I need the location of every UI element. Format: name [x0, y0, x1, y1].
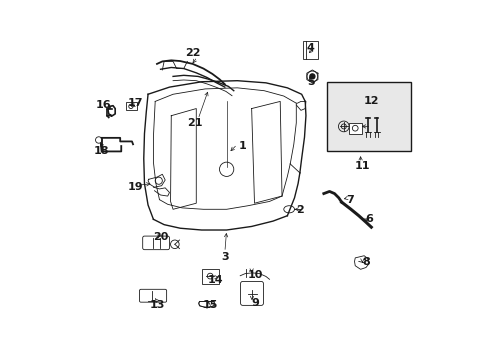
- Text: 21: 21: [186, 118, 202, 128]
- Text: 6: 6: [365, 214, 373, 224]
- Text: 8: 8: [361, 257, 369, 267]
- Text: 10: 10: [247, 270, 263, 280]
- Text: 5: 5: [306, 77, 314, 87]
- FancyBboxPatch shape: [142, 236, 169, 249]
- Text: 17: 17: [127, 98, 143, 108]
- Bar: [303, 41, 317, 59]
- Text: 22: 22: [184, 48, 200, 58]
- Text: 7: 7: [346, 195, 353, 204]
- Text: 2: 2: [295, 205, 303, 215]
- Text: 20: 20: [153, 232, 168, 242]
- Polygon shape: [198, 301, 214, 308]
- FancyBboxPatch shape: [240, 282, 263, 305]
- Bar: [201, 269, 218, 284]
- Text: 16: 16: [95, 100, 111, 110]
- Text: 18: 18: [94, 147, 109, 157]
- Text: 14: 14: [208, 275, 224, 285]
- Bar: [348, 123, 361, 134]
- Text: 13: 13: [149, 300, 164, 310]
- Circle shape: [309, 74, 314, 79]
- Text: 19: 19: [127, 182, 143, 192]
- Text: 12: 12: [363, 96, 378, 107]
- Text: 3: 3: [221, 252, 228, 262]
- Text: 15: 15: [203, 300, 218, 310]
- Text: 1: 1: [238, 141, 246, 151]
- Text: 4: 4: [306, 43, 314, 53]
- Polygon shape: [354, 256, 368, 269]
- Text: 11: 11: [354, 161, 369, 171]
- FancyBboxPatch shape: [139, 289, 166, 302]
- Text: 9: 9: [251, 298, 259, 308]
- Bar: [125, 103, 137, 111]
- Ellipse shape: [283, 206, 294, 213]
- Bar: [326, 82, 410, 152]
